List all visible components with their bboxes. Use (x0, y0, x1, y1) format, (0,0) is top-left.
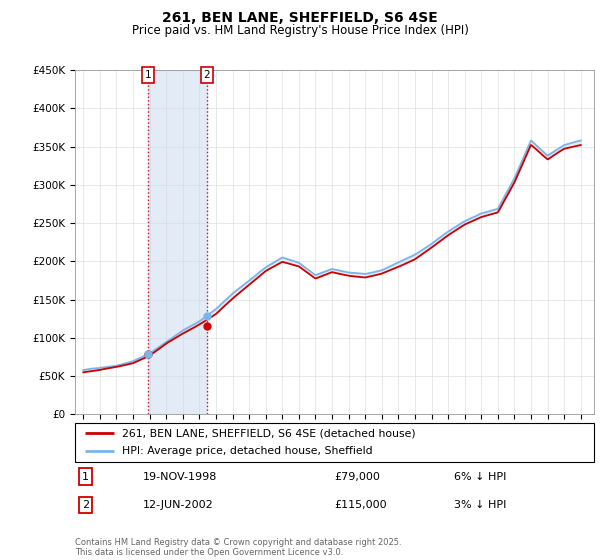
Bar (148, 70, 207, 414)
Text: 3% ↓ HPI: 3% ↓ HPI (454, 500, 506, 510)
Text: 261, BEN LANE, SHEFFIELD, S6 4SE: 261, BEN LANE, SHEFFIELD, S6 4SE (162, 11, 438, 25)
Text: 12-JUN-2002: 12-JUN-2002 (142, 500, 213, 510)
Text: 261, BEN LANE, SHEFFIELD, S6 4SE (detached house): 261, BEN LANE, SHEFFIELD, S6 4SE (detach… (122, 428, 415, 438)
Text: 2: 2 (82, 500, 89, 510)
Text: £79,000: £79,000 (335, 472, 380, 482)
Text: 1: 1 (82, 472, 89, 482)
Text: HPI: Average price, detached house, Sheffield: HPI: Average price, detached house, Shef… (122, 446, 373, 456)
Text: Contains HM Land Registry data © Crown copyright and database right 2025.
This d: Contains HM Land Registry data © Crown c… (75, 538, 401, 557)
Text: 1: 1 (145, 70, 151, 80)
Text: £115,000: £115,000 (335, 500, 387, 510)
Text: Price paid vs. HM Land Registry's House Price Index (HPI): Price paid vs. HM Land Registry's House … (131, 24, 469, 36)
Text: 6% ↓ HPI: 6% ↓ HPI (454, 472, 506, 482)
Text: 2: 2 (203, 70, 210, 80)
Text: 19-NOV-1998: 19-NOV-1998 (142, 472, 217, 482)
